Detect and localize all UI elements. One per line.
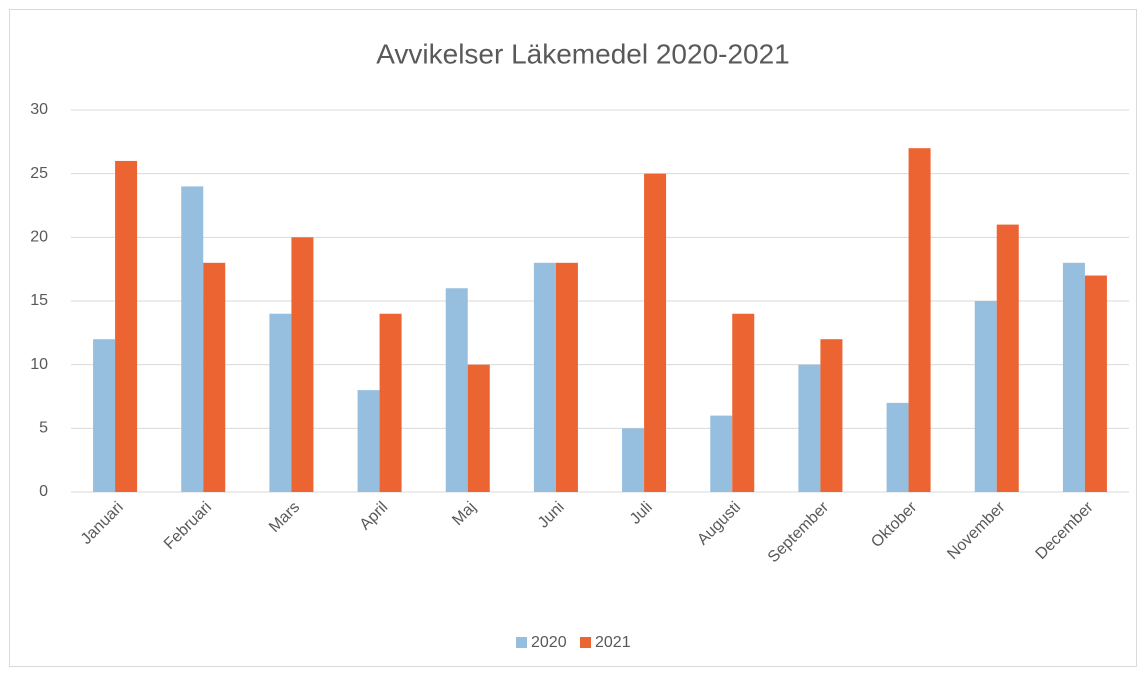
bar [710,415,733,492]
chart-title: Avvikelser Läkemedel 2020-2021 [376,38,790,69]
bar [1084,275,1107,492]
y-tick-label: 15 [30,292,48,309]
legend-swatch [516,637,527,648]
bar [644,173,667,492]
bar [115,160,138,492]
bar [379,313,402,492]
y-tick-label: 10 [30,356,48,373]
y-tick-label: 30 [30,101,48,118]
y-tick-label: 0 [39,483,48,500]
bar [732,313,755,492]
y-tick-label: 20 [30,229,48,246]
y-tick-label: 5 [39,420,48,437]
bar [445,288,468,492]
bar [996,224,1019,492]
legend-swatch [580,637,591,648]
bar [93,339,116,492]
bar [269,313,292,492]
bar [291,237,314,492]
bar [908,148,931,492]
legend-label: 2021 [595,634,631,651]
bar [203,262,226,492]
bar [555,262,578,492]
bar [974,301,997,492]
y-tick-label: 25 [30,165,48,182]
bar [622,428,645,492]
bar [886,402,909,492]
bar [798,364,821,492]
bar [467,364,490,492]
bar [820,339,843,492]
legend-label: 2020 [531,634,567,651]
bar [1062,262,1085,492]
bar [181,186,204,492]
bar [357,390,380,492]
bar [533,262,556,492]
